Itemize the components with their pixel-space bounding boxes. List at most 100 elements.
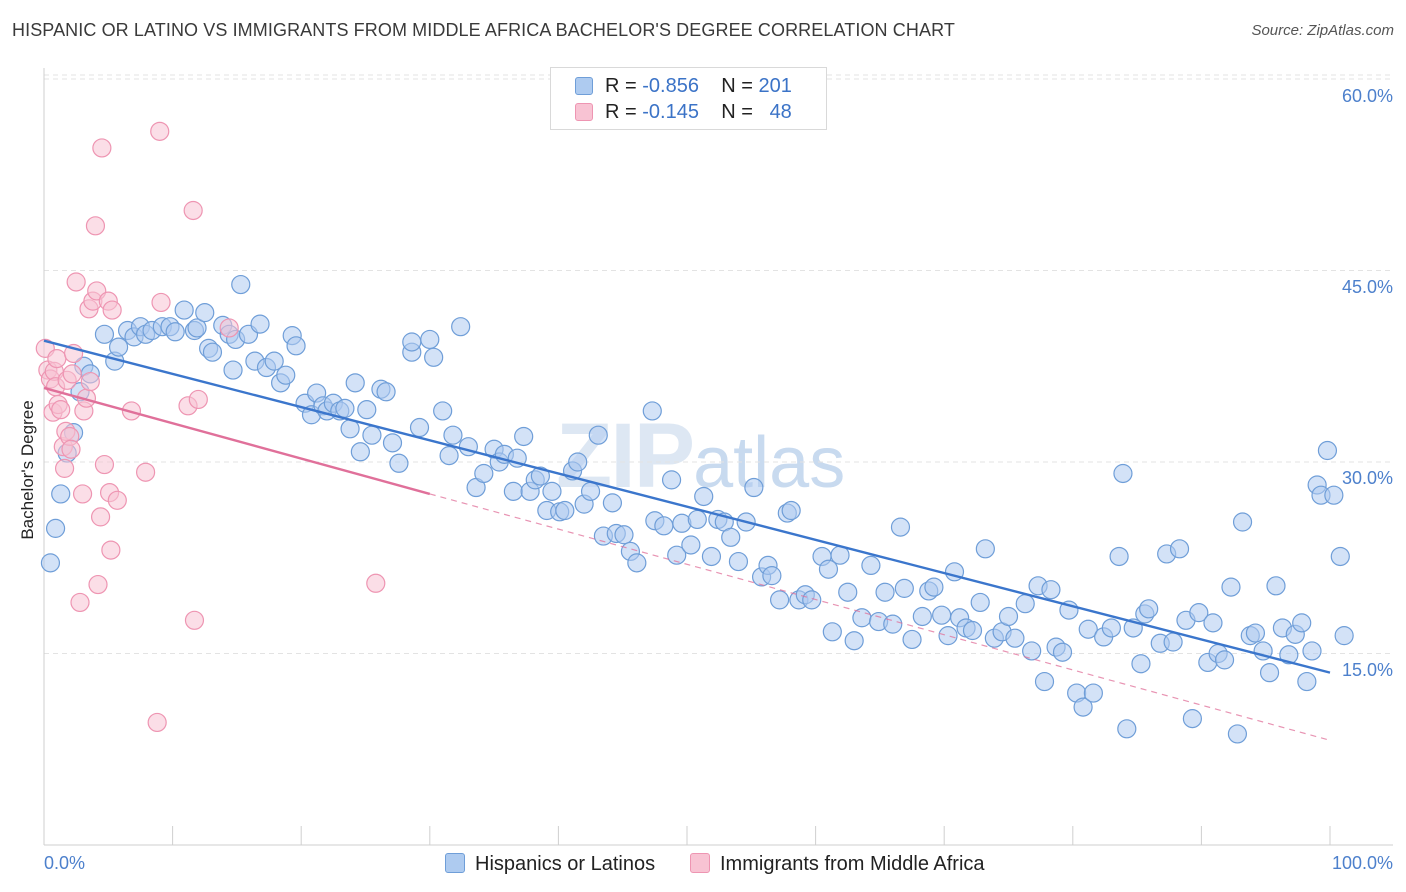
y-tick-label: 30.0%	[1341, 468, 1393, 488]
hispanic-point	[439, 446, 459, 466]
hispanic-point	[938, 626, 958, 646]
middle-africa-point	[61, 439, 81, 459]
hispanic-point	[350, 442, 370, 462]
hispanic-point	[514, 426, 534, 447]
hispanic-point	[861, 555, 881, 576]
hispanic-point	[802, 590, 822, 610]
legend-r-label: R =	[605, 75, 637, 97]
legend-r-value: -0.856	[642, 75, 699, 97]
hispanic-point	[202, 342, 223, 362]
hispanic-point	[1232, 512, 1253, 532]
bottom-legend-middle-africa: Immigrants from Middle Africa	[690, 853, 985, 876]
bottom-legend-swatch-blue	[445, 853, 465, 873]
middle-africa-point	[51, 400, 71, 420]
hispanic-point	[409, 417, 430, 438]
legend: R = -0.856 N = 201 R = -0.145 N = 48	[550, 67, 827, 130]
hispanic-point	[728, 551, 749, 572]
hispanic-point	[1302, 641, 1322, 661]
legend-r-label: R =	[605, 101, 637, 123]
middle-africa-point	[66, 272, 86, 292]
hispanic-point	[451, 317, 471, 337]
middle-africa-point	[107, 490, 127, 510]
hispanic-point	[962, 620, 983, 641]
hispanic-point	[838, 582, 858, 602]
watermark-atlas: atlas	[693, 423, 846, 503]
hispanic-point	[1330, 546, 1350, 567]
middle-africa-point	[150, 121, 170, 141]
hispanic-point	[376, 382, 396, 402]
middle-africa-point	[219, 318, 239, 338]
legend-n-value: 201	[758, 75, 792, 97]
y-axis-label: Bachelor's Degree	[18, 400, 37, 540]
hispanic-point	[769, 590, 790, 610]
hispanic-point	[1005, 628, 1025, 648]
hispanic-point	[614, 525, 634, 545]
hispanic-point	[661, 470, 682, 490]
middle-africa-point	[184, 610, 205, 630]
x-tick-label: 100.0%	[1331, 853, 1393, 873]
middle-africa-point	[102, 300, 122, 320]
legend-row-middle-africa: R = -0.145 N = 48	[575, 101, 792, 125]
hispanic-point	[1245, 623, 1266, 643]
hispanic-point	[580, 481, 601, 501]
hispanic-point	[912, 606, 932, 627]
hispanic-point	[165, 322, 185, 342]
x-tick-label: 0.0%	[44, 853, 86, 873]
legend-n-label: N =	[721, 75, 753, 97]
hispanic-point	[1117, 719, 1137, 739]
middle-africa-point	[188, 389, 208, 410]
hispanic-point	[1189, 603, 1209, 623]
hispanic-point	[762, 566, 782, 586]
hispanic-point	[108, 337, 129, 357]
hispanic-point	[1163, 632, 1183, 652]
hispanic-point	[1203, 613, 1223, 633]
hispanic-point	[1109, 546, 1129, 567]
hispanic-point	[642, 401, 662, 421]
hispanic-point	[1317, 440, 1338, 461]
hispanic-point	[174, 300, 194, 320]
middle-africa-point	[366, 573, 386, 593]
hispanic-point	[924, 577, 944, 597]
hispanic-point	[1083, 683, 1103, 703]
hispanic-point	[264, 351, 284, 371]
bottom-legend-label: Hispanics or Latinos	[475, 853, 656, 875]
hispanic-point	[1279, 645, 1299, 665]
hispanic-point	[362, 425, 382, 445]
hispanic-trend-line	[43, 339, 1331, 674]
hispanic-point	[902, 629, 922, 650]
hispanic-point	[402, 332, 422, 352]
legend-n-label: N =	[721, 101, 753, 123]
hispanic-point	[231, 274, 251, 295]
legend-swatch-blue	[575, 77, 593, 95]
hispanic-point	[1266, 576, 1286, 596]
middle-africa-point	[90, 507, 111, 527]
hispanic-point	[1227, 724, 1248, 744]
hispanic-point	[345, 373, 365, 393]
hispanic-point	[424, 347, 444, 367]
hispanic-point	[1221, 577, 1241, 597]
legend-r-value: -0.145	[642, 101, 699, 123]
hispanic-point	[1139, 599, 1159, 619]
hispanic-point	[822, 622, 842, 642]
hispanic-point	[687, 509, 707, 530]
middle-africa-point	[183, 200, 203, 221]
hispanic-point	[51, 484, 71, 504]
hispanic-point	[1101, 618, 1121, 638]
hispanic-point	[187, 318, 207, 338]
hispanic-point	[1334, 626, 1354, 646]
hispanic-point	[1259, 663, 1280, 683]
y-tick-label: 45.0%	[1341, 277, 1393, 297]
hispanic-point	[195, 303, 215, 323]
hispanic-point	[568, 452, 588, 472]
hispanic-point	[875, 582, 895, 602]
hispanic-point	[667, 545, 687, 565]
hispanic-point	[1324, 485, 1344, 505]
hispanic-point	[542, 481, 562, 501]
hispanic-point	[1052, 642, 1073, 662]
middle-africa-point	[62, 364, 82, 384]
middle-africa-point	[54, 458, 75, 478]
hispanic-point	[627, 553, 647, 573]
hispanic-point	[844, 631, 864, 651]
middle-africa-point	[70, 592, 90, 613]
hispanic-point	[1073, 697, 1093, 717]
